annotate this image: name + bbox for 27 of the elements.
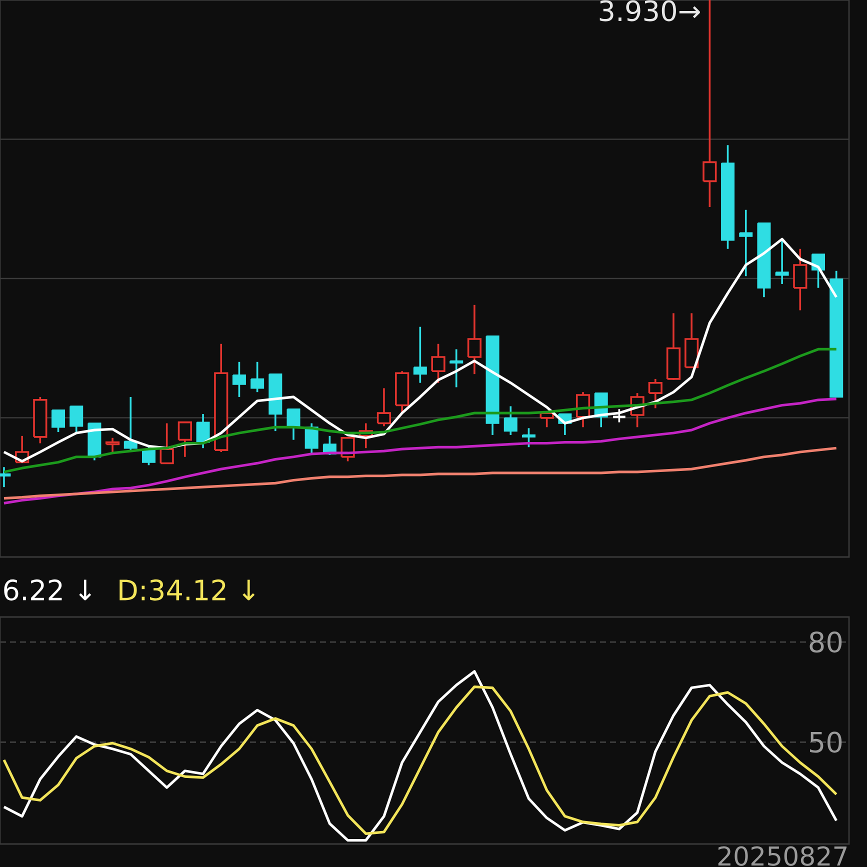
candlestick <box>504 405 518 436</box>
candlestick <box>739 209 753 278</box>
candlestick <box>286 408 300 441</box>
candlestick <box>413 326 427 384</box>
y-tick-label: 80 <box>810 631 842 653</box>
candlestick <box>775 238 789 285</box>
candlestick <box>70 405 84 434</box>
y-tick-label: 50 <box>810 732 842 753</box>
candlestick <box>793 248 808 312</box>
candlestick <box>232 361 246 398</box>
candlestick <box>376 387 392 428</box>
candlestick <box>467 304 482 375</box>
text: 20250827 <box>718 846 847 866</box>
text: 6.22 ↓ <box>4 579 92 601</box>
candlestick <box>522 427 536 448</box>
candlestick <box>450 348 464 388</box>
candlestick <box>431 342 446 384</box>
candlestick <box>106 436 120 454</box>
candlestick <box>648 378 662 410</box>
candlestick <box>196 413 210 450</box>
candlestick <box>52 409 66 433</box>
candlestick <box>612 408 627 424</box>
annotation: 3.930→ <box>600 0 700 22</box>
text: D:34.12 ↓ <box>120 579 255 601</box>
candlestick <box>160 422 174 464</box>
candlestick <box>178 421 192 458</box>
candlestick <box>250 361 264 393</box>
